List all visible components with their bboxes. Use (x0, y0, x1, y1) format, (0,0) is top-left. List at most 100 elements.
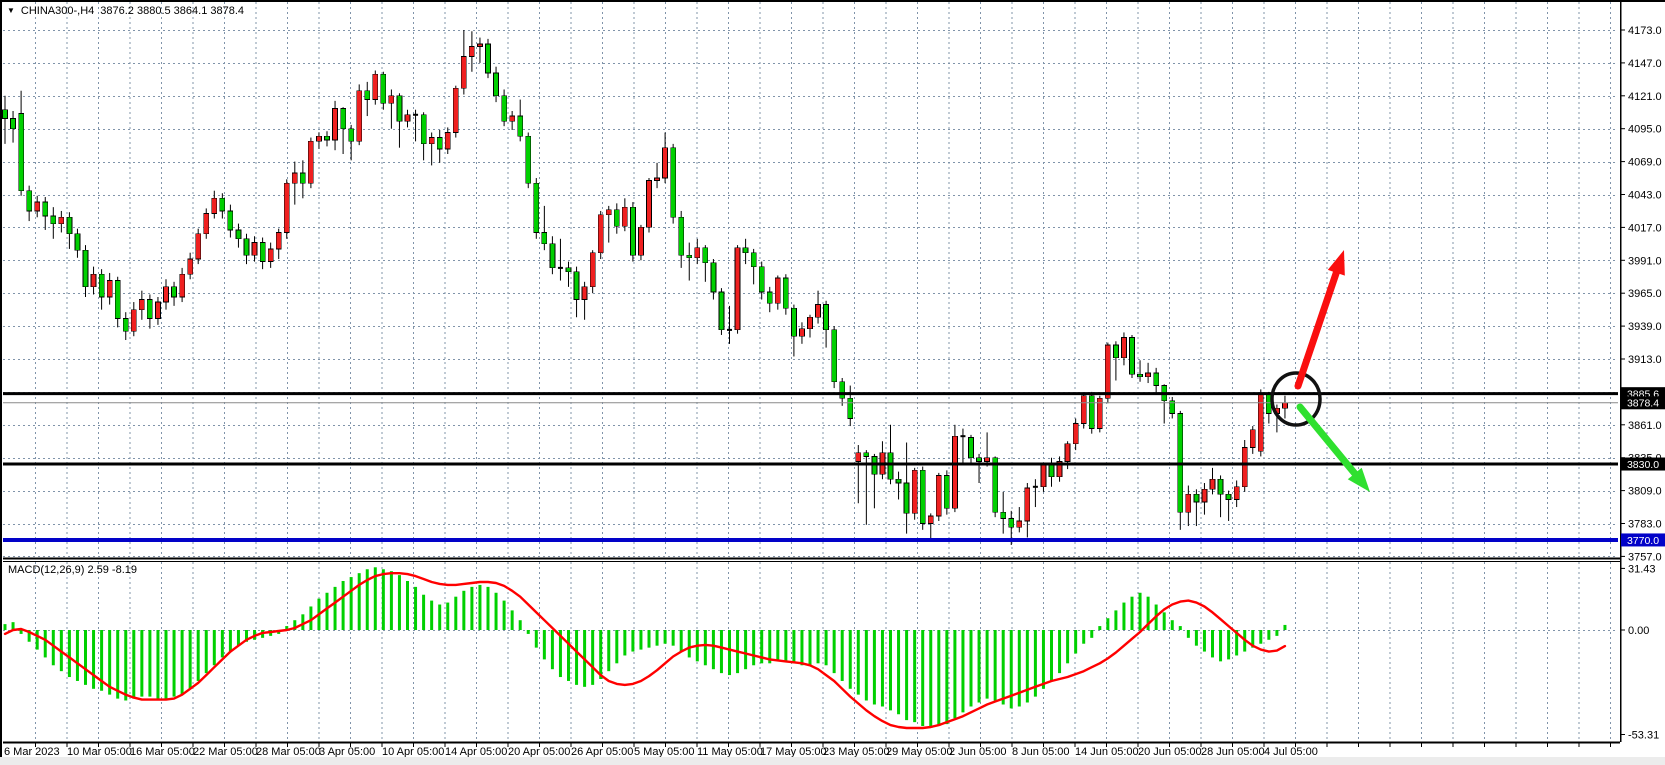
candle (1249, 426, 1256, 454)
candle (799, 322, 805, 344)
candle (565, 261, 572, 287)
candle (316, 132, 322, 149)
candle (420, 112, 427, 161)
candle (1177, 410, 1184, 530)
candle (758, 261, 765, 300)
candle (952, 424, 958, 513)
price-axis[interactable]: 4173.0 4147.0 4121.0 4095.0 4069.0 4043.0 4017… (1620, 25, 1665, 741)
bottom-strip (0, 757, 1665, 765)
candle (1072, 418, 1079, 451)
candle (332, 100, 338, 151)
candle (1169, 396, 1176, 419)
candle (444, 127, 451, 155)
price-badge: 3770.0 (1621, 533, 1665, 547)
candle (742, 238, 749, 265)
candle (903, 442, 910, 534)
candle (589, 250, 596, 294)
candle (372, 70, 379, 105)
candle (1024, 483, 1031, 538)
candle (686, 242, 693, 281)
candle (380, 71, 387, 110)
candle (1016, 507, 1023, 533)
candle (727, 305, 732, 344)
candle (501, 89, 507, 127)
candle (469, 31, 475, 72)
candle (1193, 489, 1200, 527)
candle (155, 296, 161, 325)
candle (1137, 360, 1143, 382)
candle (211, 190, 218, 219)
candle (18, 90, 24, 196)
candle (984, 432, 990, 467)
candle (356, 84, 363, 146)
candle (935, 472, 942, 521)
candle (791, 304, 797, 357)
time-tick-label: 20 Jun 05:00 (1138, 746, 1202, 758)
candle (171, 281, 177, 306)
candle (1088, 391, 1095, 434)
candle (195, 228, 202, 265)
price-tick-label: 4173.0 (1628, 25, 1662, 37)
candle (413, 109, 419, 142)
candle (428, 132, 435, 166)
candle (509, 110, 515, 130)
time-tick-label: 14 Apr 05:00 (445, 746, 507, 758)
price-tick-label: 3939.0 (1628, 321, 1662, 333)
candle (1129, 334, 1135, 378)
candle (324, 131, 330, 147)
candle (968, 434, 974, 463)
time-tick-label: 5 May 05:00 (634, 746, 695, 758)
time-tick-label: 11 May 05:00 (697, 746, 763, 758)
symbol-ohlc-values: 3876.2 3880.5 3864.1 3878.4 (100, 5, 245, 17)
candle (308, 137, 314, 189)
chevron-down-icon[interactable]: ▼ (7, 6, 15, 15)
candle (734, 245, 741, 334)
bullish-scenario-arrow[interactable] (1294, 250, 1345, 390)
candle (597, 210, 604, 260)
time-tick-label: 29 May 05:00 (886, 746, 953, 758)
candle (638, 224, 644, 261)
candle (1056, 456, 1063, 482)
candle (815, 290, 821, 324)
macd-panel (3, 567, 1287, 730)
candle (259, 237, 266, 270)
candle (919, 466, 926, 530)
candle (1209, 467, 1216, 495)
candle (82, 245, 89, 297)
time-tick-label: 20 Apr 05:00 (508, 746, 570, 758)
candle (710, 259, 717, 300)
candle (26, 185, 32, 222)
price-tick-label: 4043.0 (1628, 190, 1662, 202)
candle (831, 326, 838, 389)
candle (533, 178, 540, 239)
time-tick-label: 8 Jun 05:00 (1012, 746, 1070, 758)
candle (50, 207, 57, 239)
candle (1032, 479, 1038, 508)
time-tick-label: 28 Jun 05:00 (1201, 746, 1265, 758)
candle (98, 269, 105, 310)
price-tick-label: 4017.0 (1628, 222, 1662, 234)
candle (477, 37, 483, 63)
candle (1113, 341, 1119, 381)
candle (1153, 367, 1160, 395)
candle (855, 445, 862, 504)
candle (493, 66, 499, 103)
candle (42, 197, 49, 230)
macd-indicator-label: MACD(12,26,9) 2.59 -8.19 (8, 564, 138, 576)
price-tick-label: 3783.0 (1628, 519, 1662, 531)
macd-signal-line (3, 572, 1287, 730)
bearish-scenario-arrow[interactable] (1296, 403, 1370, 492)
entry-zone-circle[interactable] (1270, 371, 1322, 427)
candle (557, 238, 563, 281)
candle (203, 208, 210, 239)
candle (782, 274, 789, 315)
candle (436, 129, 443, 163)
candle (774, 275, 781, 310)
candle (887, 424, 894, 485)
time-tick-label: 22 Mar 05:00 (193, 746, 258, 758)
candle (34, 195, 41, 218)
